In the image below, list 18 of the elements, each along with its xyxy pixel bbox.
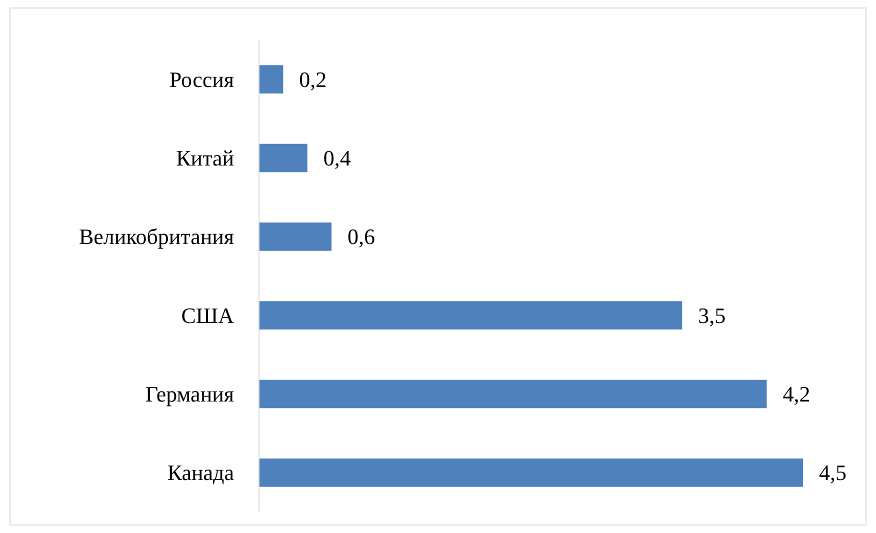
bar: [259, 458, 803, 487]
y-tick-label: Германия: [145, 382, 234, 406]
y-tick-label: Великобритания: [78, 224, 234, 250]
y-tick-label: США: [181, 302, 234, 328]
bar: [259, 380, 767, 408]
bar: [259, 65, 284, 94]
y-tick-label: Россия: [169, 66, 234, 92]
data-label: 0,6: [348, 224, 376, 250]
data-label: 0,2: [299, 66, 327, 92]
data-label: 0,4: [323, 146, 351, 170]
data-label: 4,5: [819, 460, 846, 486]
bar: [259, 222, 332, 251]
bar: [259, 144, 308, 172]
y-tick-label: Канада: [167, 460, 234, 486]
data-label: 4,2: [782, 382, 810, 406]
data-label: 3,5: [698, 302, 726, 328]
y-tick-label: Китай: [176, 146, 234, 170]
bar: [259, 301, 682, 330]
